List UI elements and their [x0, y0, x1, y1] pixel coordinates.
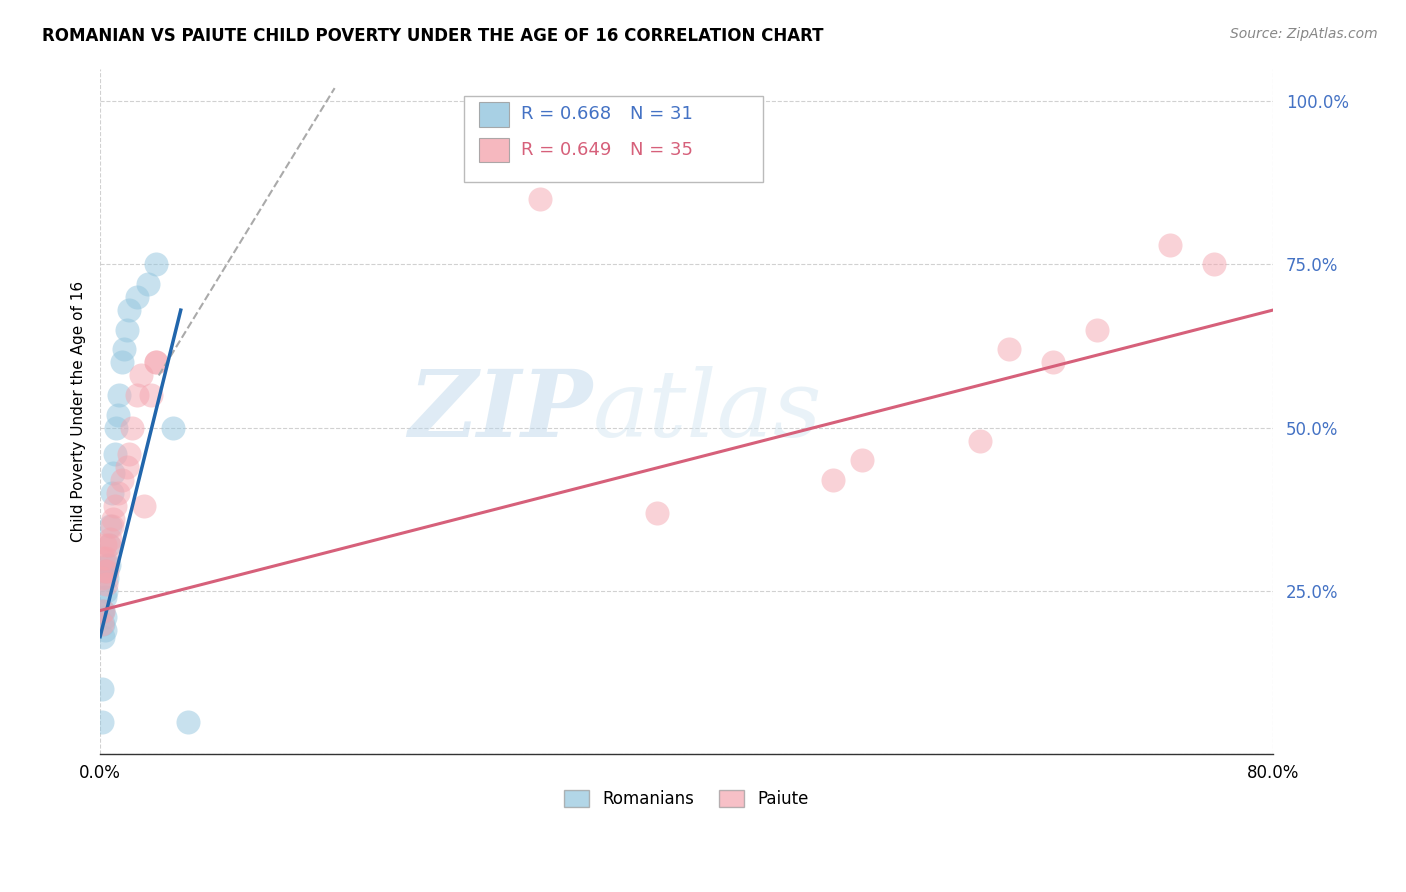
Point — [118, 447, 141, 461]
Y-axis label: Child Poverty Under the Age of 16: Child Poverty Under the Age of 16 — [72, 281, 86, 542]
FancyBboxPatch shape — [479, 102, 509, 127]
Point — [129, 368, 152, 383]
Point — [90, 616, 112, 631]
Point — [91, 603, 114, 617]
Point — [138, 277, 160, 291]
Point — [93, 623, 115, 637]
Point — [115, 323, 138, 337]
Point — [112, 343, 135, 357]
Point — [104, 447, 127, 461]
Point — [96, 565, 118, 579]
Point — [1042, 355, 1064, 369]
Point — [1159, 237, 1181, 252]
Text: R = 0.649: R = 0.649 — [522, 141, 612, 159]
Point — [100, 518, 122, 533]
Point — [93, 538, 115, 552]
Point — [101, 486, 124, 500]
Point — [998, 343, 1021, 357]
Text: ZIP: ZIP — [408, 367, 592, 457]
Legend: Romanians, Paiute: Romanians, Paiute — [557, 783, 815, 814]
Point — [91, 616, 114, 631]
Point — [104, 499, 127, 513]
Point — [91, 630, 114, 644]
Point — [529, 192, 551, 206]
Point — [969, 434, 991, 448]
Point — [125, 388, 148, 402]
Point — [851, 453, 873, 467]
Point — [91, 603, 114, 617]
Point — [132, 499, 155, 513]
Point — [118, 303, 141, 318]
Point — [107, 486, 129, 500]
Text: Source: ZipAtlas.com: Source: ZipAtlas.com — [1230, 27, 1378, 41]
Point — [90, 571, 112, 585]
Point — [645, 506, 668, 520]
Text: ROMANIAN VS PAIUTE CHILD POVERTY UNDER THE AGE OF 16 CORRELATION CHART: ROMANIAN VS PAIUTE CHILD POVERTY UNDER T… — [42, 27, 824, 45]
Point — [97, 558, 120, 572]
Point — [145, 257, 167, 271]
Point — [821, 473, 844, 487]
FancyBboxPatch shape — [464, 96, 762, 182]
Point — [94, 551, 117, 566]
Point — [93, 610, 115, 624]
Point — [145, 355, 167, 369]
Point — [108, 388, 131, 402]
Point — [97, 538, 120, 552]
Point — [93, 565, 115, 579]
Point — [97, 538, 120, 552]
Point — [1202, 257, 1225, 271]
Point — [111, 473, 134, 487]
Point — [115, 459, 138, 474]
Point — [90, 603, 112, 617]
Point — [107, 408, 129, 422]
Point — [94, 577, 117, 591]
Point — [94, 565, 117, 579]
Point — [145, 355, 167, 369]
Point — [105, 420, 128, 434]
Point — [91, 551, 114, 566]
Point — [103, 467, 125, 481]
Point — [111, 355, 134, 369]
Point — [121, 420, 143, 434]
Point — [93, 591, 115, 605]
Point — [94, 583, 117, 598]
Point — [101, 518, 124, 533]
Point — [90, 681, 112, 696]
Text: N = 31: N = 31 — [630, 105, 693, 123]
Point — [103, 512, 125, 526]
Point — [96, 558, 118, 572]
Point — [125, 290, 148, 304]
Text: N = 35: N = 35 — [630, 141, 693, 159]
Point — [162, 420, 184, 434]
Point — [96, 571, 118, 585]
Point — [177, 714, 200, 729]
FancyBboxPatch shape — [479, 137, 509, 162]
Point — [1085, 323, 1108, 337]
Point — [141, 388, 163, 402]
Point — [100, 532, 122, 546]
Text: R = 0.668: R = 0.668 — [522, 105, 612, 123]
Text: atlas: atlas — [592, 367, 823, 457]
Point — [90, 714, 112, 729]
